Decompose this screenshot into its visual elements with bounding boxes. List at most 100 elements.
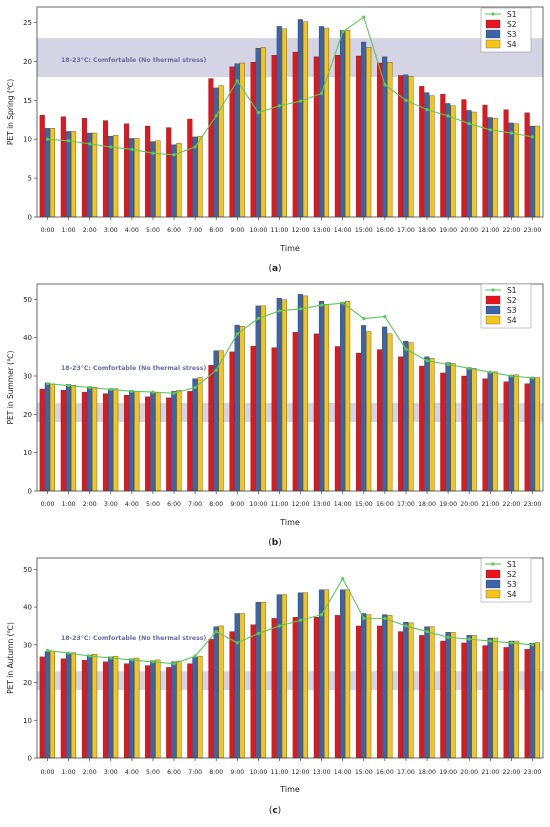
- bar-s3-21: [487, 637, 493, 759]
- bar-s2-7: [187, 118, 193, 218]
- x-tick-label: 4:00: [125, 769, 139, 776]
- bar-s2-16: [377, 625, 383, 759]
- bar-s2-9: [229, 351, 235, 492]
- bar-s3-8: [213, 626, 219, 759]
- bar-s3-15: [361, 613, 367, 759]
- bar-s2-10: [250, 345, 256, 492]
- point-s1-5: [151, 660, 155, 664]
- bar-s4-7: [197, 377, 203, 492]
- bar-s3-14: [339, 589, 346, 759]
- x-tick-label: 20:00: [460, 227, 478, 234]
- legend-label-s2: S2: [507, 20, 517, 29]
- bar-s4-8: [218, 350, 224, 492]
- bar-s2-15: [355, 625, 362, 759]
- x-tick-label: 21:00: [481, 769, 499, 776]
- bar-s3-17: [403, 340, 409, 492]
- bar-s3-7: [192, 136, 198, 218]
- chart-panel-3: 18-23°C: Comfortable (No thermal stress)…: [6, 557, 544, 816]
- bar-s2-19: [440, 93, 446, 218]
- bar-s2-16: [377, 349, 383, 492]
- plot-frame: [36, 6, 544, 218]
- bar-s4-12: [302, 295, 308, 492]
- bar-s2-20: [461, 375, 467, 492]
- point-s1-14: [341, 577, 345, 581]
- bar-s3-14: [339, 302, 346, 492]
- x-axis-title: Time: [279, 785, 300, 794]
- x-tick-label: 15:00: [355, 501, 373, 508]
- legend-label-s1: S1: [507, 10, 517, 19]
- bar-s3-12: [297, 19, 303, 218]
- x-tick-label: 10:00: [249, 227, 267, 234]
- point-s1-19: [446, 362, 450, 367]
- point-s1-10: [256, 316, 260, 321]
- legend-swatch-s4: [485, 589, 501, 599]
- bar-s4-15: [366, 47, 372, 218]
- y-tick-label: 20: [23, 58, 32, 66]
- y-tick-label: 50: [23, 566, 32, 574]
- x-tick-label: 1:00: [62, 501, 76, 508]
- bar-s2-17: [398, 356, 404, 492]
- bar-s2-22: [503, 647, 509, 759]
- x-tick-label: 6:00: [167, 227, 181, 234]
- point-s1-3: [109, 145, 113, 149]
- bar-s4-10: [260, 305, 266, 492]
- bar-s2-5: [145, 125, 151, 218]
- bar-s4-3: [113, 388, 119, 492]
- comfort-band: [37, 402, 543, 422]
- bar-s4-9: [239, 613, 245, 759]
- bar-s2-14: [334, 615, 340, 759]
- legend-swatch-s4: [485, 39, 501, 49]
- point-s1-7: [193, 385, 197, 390]
- point-s1-8: [214, 629, 218, 634]
- x-tick-label: 16:00: [376, 227, 394, 234]
- x-tick-label: 7:00: [188, 227, 202, 234]
- bar-s2-19: [440, 372, 446, 492]
- bar-s2-18: [419, 365, 425, 492]
- bar-s4-18: [429, 95, 435, 218]
- point-s1-13: [320, 613, 324, 617]
- bar-s3-1: [65, 652, 71, 759]
- bar-s2-2: [81, 391, 87, 492]
- bar-s3-7: [192, 657, 198, 759]
- bar-s3-1: [65, 131, 71, 218]
- y-tick-label: 30: [23, 373, 32, 381]
- bar-s3-21: [487, 371, 493, 492]
- point-s1-7: [193, 145, 197, 149]
- legend-swatch-s2: [485, 295, 501, 305]
- x-tick-label: 7:00: [188, 501, 202, 508]
- x-tick-label: 22:00: [502, 501, 520, 508]
- point-s1-6: [172, 153, 176, 157]
- bar-s3-22: [508, 375, 514, 492]
- point-s1-1: [67, 383, 71, 388]
- bar-s4-5: [155, 659, 161, 759]
- legend-label-s1: S1: [507, 286, 517, 295]
- point-s1-0: [45, 382, 50, 386]
- bar-s4-21: [492, 118, 498, 218]
- bar-s4-14: [345, 589, 351, 759]
- x-tick-label: 10:00: [249, 769, 267, 776]
- point-s1-16: [383, 616, 387, 620]
- x-tick-label: 19:00: [439, 769, 457, 776]
- bar-s4-17: [408, 76, 414, 218]
- bar-s3-22: [508, 640, 514, 759]
- point-s1-12: [298, 618, 303, 622]
- x-tick-label: 3:00: [104, 227, 118, 234]
- x-tick-label: 15:00: [355, 769, 373, 776]
- bar-s3-12: [297, 592, 303, 759]
- bar-s2-14: [334, 346, 340, 492]
- bar-s4-0: [49, 383, 55, 492]
- bar-s2-7: [187, 391, 193, 492]
- x-tick-label: 5:00: [146, 501, 160, 508]
- bar-s3-18: [424, 626, 430, 759]
- point-s1-15: [362, 316, 366, 321]
- bar-s2-9: [229, 631, 235, 759]
- panel-label: (c): [269, 806, 281, 816]
- point-s1-1: [67, 139, 71, 143]
- x-tick-label: 3:00: [104, 769, 118, 776]
- bar-s2-5: [145, 665, 151, 759]
- x-tick-label: 0:00: [41, 227, 55, 234]
- point-s1-5: [151, 151, 155, 155]
- line-s1: [47, 302, 533, 394]
- bar-s4-14: [345, 30, 351, 218]
- bar-s4-20: [471, 111, 477, 218]
